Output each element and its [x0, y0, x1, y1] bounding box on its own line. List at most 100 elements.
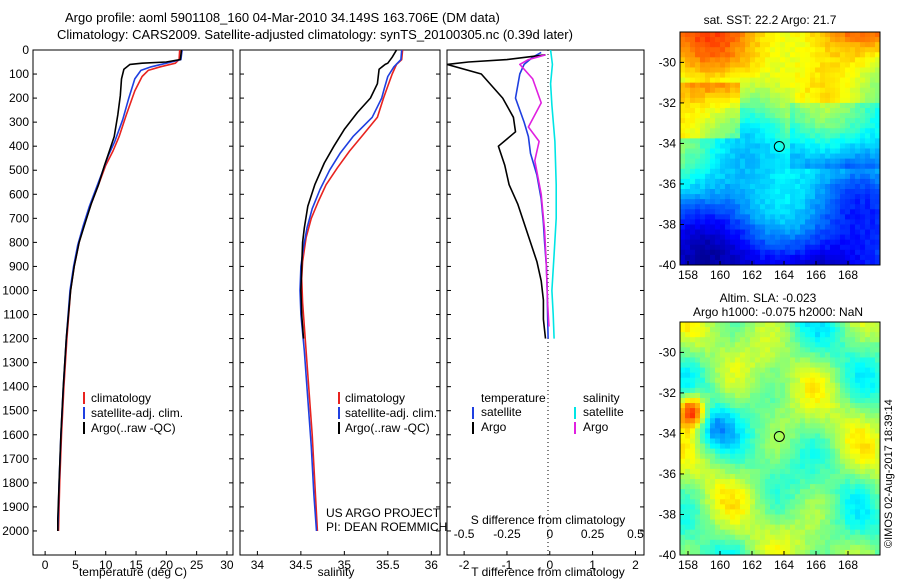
heatmap-cell: [800, 347, 806, 353]
heatmap-cell: [845, 32, 851, 38]
heatmap-cell: [850, 448, 856, 455]
heatmap-cell: [755, 32, 761, 38]
heatmap-cell: [810, 244, 816, 251]
heatmap-cell: [775, 97, 781, 104]
heatmap-cell: [745, 153, 751, 160]
salinity-xtick-label: 34: [251, 558, 265, 572]
heatmap-cell: [835, 367, 841, 374]
heatmap-cell: [800, 194, 806, 200]
heatmap-cell: [820, 123, 826, 129]
heatmap-cell: [845, 113, 851, 119]
heatmap-cell: [855, 239, 861, 246]
heatmap-cell: [830, 62, 836, 68]
heatmap-cell: [850, 52, 856, 58]
heatmap-cell: [700, 484, 706, 490]
heatmap-cell: [850, 438, 856, 444]
heatmap-cell: [680, 113, 686, 119]
heatmap-cell: [690, 224, 696, 230]
heatmap-cell: [865, 549, 871, 555]
heatmap-cell: [765, 484, 771, 490]
heatmap-cell: [715, 183, 721, 190]
heatmap-cell: [770, 259, 776, 265]
heatmap-cell: [740, 57, 746, 63]
heatmap-cell: [690, 484, 696, 490]
heatmap-cell: [740, 62, 746, 68]
heatmap-cell: [870, 143, 876, 149]
heatmap-cell: [875, 499, 880, 505]
heatmap-cell: [680, 239, 686, 246]
heatmap-cell: [800, 158, 806, 165]
heatmap-cell: [825, 107, 831, 114]
heatmap-cell: [865, 433, 871, 439]
heatmap-cell: [710, 37, 716, 43]
heatmap-cell: [860, 357, 866, 363]
heatmap-cell: [800, 148, 806, 154]
heatmap-cell: [770, 514, 776, 520]
heatmap-cell: [870, 458, 876, 465]
heatmap-cell: [835, 173, 841, 180]
heatmap-cell: [700, 244, 706, 251]
heatmap-cell: [780, 443, 786, 450]
heatmap-cell: [840, 473, 846, 480]
heatmap-cell: [680, 163, 686, 170]
heatmap-cell: [725, 337, 731, 343]
heatmap-cell: [870, 418, 876, 424]
heatmap-cell: [810, 499, 816, 505]
heatmap-cell: [735, 209, 741, 215]
heatmap-cell: [735, 254, 741, 261]
heatmap-cell: [780, 32, 786, 38]
heatmap-cell: [695, 249, 701, 256]
heatmap-cell: [800, 123, 806, 129]
heatmap-cell: [855, 549, 861, 555]
heatmap-cell: [790, 219, 796, 225]
heatmap-cell: [865, 463, 871, 470]
heatmap-cell: [760, 194, 766, 200]
heatmap-cell: [755, 234, 761, 241]
heatmap-cell: [790, 534, 796, 541]
heatmap-cell: [820, 199, 826, 205]
heatmap-cell: [715, 367, 721, 374]
heatmap-cell: [855, 529, 861, 536]
heatmap-cell: [765, 428, 771, 434]
heatmap-cell: [720, 357, 726, 363]
heatmap-cell: [855, 189, 861, 195]
heatmap-cell: [765, 133, 771, 139]
heatmap-cell: [715, 133, 721, 139]
heatmap-cell: [850, 194, 856, 200]
heatmap-cell: [850, 92, 856, 99]
heatmap-cell: [830, 408, 836, 414]
heatmap-cell: [840, 519, 846, 526]
heatmap-cell: [725, 189, 731, 195]
heatmap-cell: [835, 468, 841, 475]
heatmap-cell: [865, 209, 871, 215]
heatmap-cell: [680, 259, 686, 265]
heatmap-cell: [690, 372, 696, 379]
heatmap-cell: [735, 82, 741, 89]
heatmap-cell: [870, 489, 876, 495]
heatmap-cell: [810, 428, 816, 434]
heatmap-cell: [685, 77, 691, 84]
heatmap-cell: [820, 107, 826, 114]
heatmap-cell: [765, 392, 771, 399]
heatmap-cell: [760, 519, 766, 526]
heatmap-cell: [695, 463, 701, 470]
heatmap-cell: [740, 178, 746, 185]
heatmap-cell: [740, 382, 746, 389]
heatmap-cell: [720, 443, 726, 450]
heatmap-cell: [830, 224, 836, 230]
heatmap-cell: [875, 204, 880, 210]
heatmap-cell: [695, 489, 701, 495]
heatmap-cell: [710, 143, 716, 149]
heatmap-cell: [800, 62, 806, 68]
heatmap-cell: [750, 494, 756, 500]
heatmap-cell: [815, 539, 821, 546]
heatmap-cell: [875, 97, 880, 104]
heatmap-cell: [875, 92, 880, 99]
heatmap-cell: [695, 32, 701, 38]
heatmap-cell: [835, 102, 841, 109]
heatmap-cell: [845, 47, 851, 53]
heatmap-cell: [680, 413, 686, 419]
heatmap-cell: [795, 438, 801, 444]
heatmap-cell: [685, 42, 691, 48]
heatmap-cell: [820, 77, 826, 84]
